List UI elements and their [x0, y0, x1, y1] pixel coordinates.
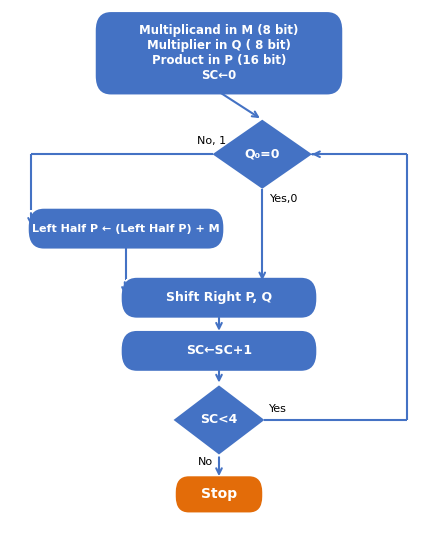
Text: No, 1: No, 1 — [197, 136, 226, 146]
Text: Stop: Stop — [201, 488, 237, 502]
Text: Shift Right P, Q: Shift Right P, Q — [166, 291, 272, 304]
Text: Yes,0: Yes,0 — [270, 194, 298, 204]
Text: Yes: Yes — [269, 404, 286, 413]
Text: Multiplicand in M (8 bit)
Multiplier in Q ( 8 bit)
Product in P (16 bit)
SC←0: Multiplicand in M (8 bit) Multiplier in … — [139, 24, 299, 82]
Text: Q₀=0: Q₀=0 — [244, 148, 280, 161]
FancyBboxPatch shape — [29, 209, 223, 249]
FancyBboxPatch shape — [122, 331, 316, 371]
Text: SC←SC+1: SC←SC+1 — [186, 344, 252, 358]
Text: SC<4: SC<4 — [200, 413, 238, 426]
Polygon shape — [173, 386, 265, 454]
FancyBboxPatch shape — [96, 12, 342, 95]
FancyBboxPatch shape — [176, 476, 262, 512]
Text: Left Half P ← (Left Half P) + M: Left Half P ← (Left Half P) + M — [32, 223, 220, 234]
Polygon shape — [212, 120, 312, 189]
Text: No: No — [198, 457, 212, 467]
FancyBboxPatch shape — [122, 278, 316, 318]
